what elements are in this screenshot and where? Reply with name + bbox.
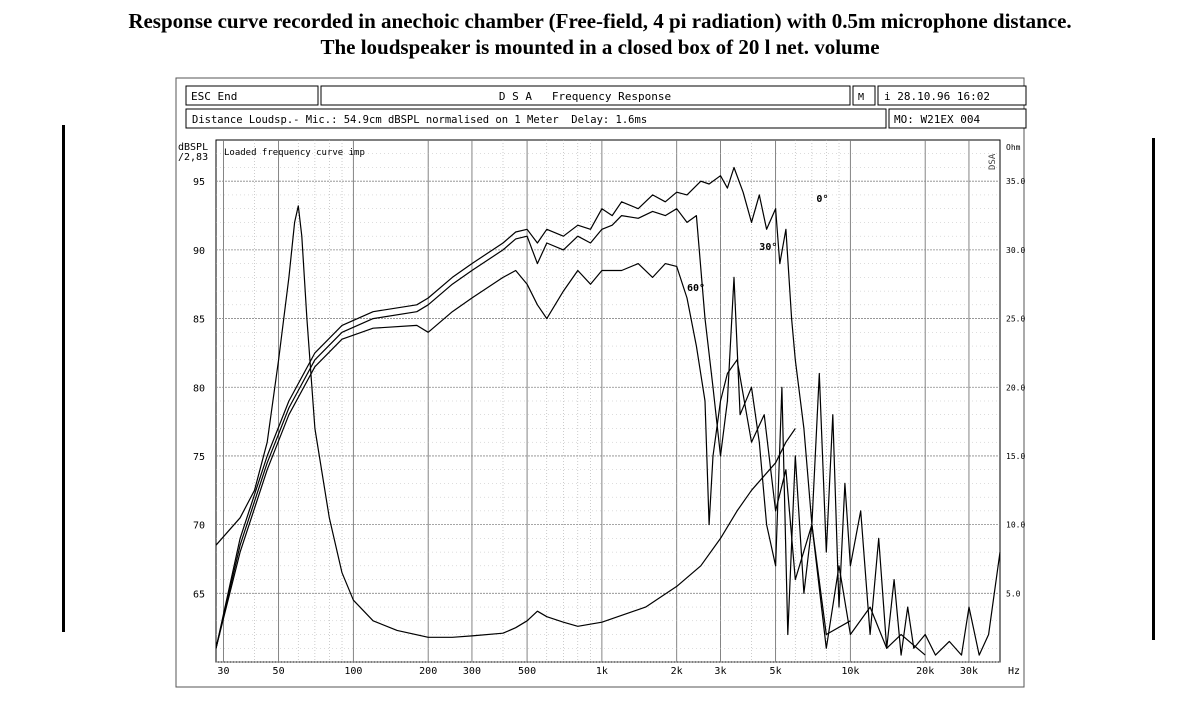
x-tick-label: 300 <box>463 666 481 677</box>
curve-label: 60° <box>687 283 705 294</box>
tick-labels: 30 50 100 200 300 500 1k 2k 3k 5k 10k 20k 30k 65 70 75 8… <box>193 177 1025 677</box>
y-tick-label: 70 <box>193 521 205 532</box>
x-tick-label: 30k <box>960 666 978 677</box>
caption-line-2: The loudspeaker is mounted in a closed b… <box>320 35 880 59</box>
mac-label[interactable]: M <box>858 92 864 103</box>
curve-1 <box>215 166 1001 656</box>
y-tick-label: 90 <box>193 246 205 257</box>
model-box <box>888 108 1027 129</box>
side-mark: DSA <box>988 153 998 170</box>
curve-label: 30° <box>759 242 777 253</box>
mac-box[interactable] <box>852 85 876 106</box>
header-model: MO: W21EX 004 <box>894 113 980 126</box>
curve-2 <box>215 208 926 656</box>
title-box <box>320 85 851 106</box>
y-axis-label-line-1: dBSPL <box>178 142 208 153</box>
y2-tick-label: 10.0 <box>1006 521 1025 530</box>
y-tick-label: 95 <box>193 177 205 188</box>
y2-tick-label: 30.0 <box>1006 246 1025 255</box>
left-margin-bar <box>62 125 65 632</box>
x-tick-label: 3k <box>714 666 726 677</box>
y-tick-label: 65 <box>193 589 205 600</box>
info-box <box>185 108 887 129</box>
esc-box[interactable] <box>185 85 319 106</box>
header-datetime: i 28.10.96 16:02 <box>884 90 990 103</box>
x-tick-label: 10k <box>841 666 859 677</box>
x-tick-label: 5k <box>770 666 782 677</box>
y-axis-label-line-2: /2,83 <box>178 152 208 163</box>
y2-tick-label: 25.0 <box>1006 315 1025 324</box>
esc-label[interactable]: ESC End <box>191 90 237 103</box>
x-tick-label: 20k <box>916 666 934 677</box>
right-margin-bar <box>1152 138 1155 640</box>
x-tick-label: 2k <box>671 666 683 677</box>
chart-caption: Response curve recorded in anechoic cham… <box>0 8 1200 60</box>
caption-line-1: Response curve recorded in anechoic cham… <box>128 9 1072 33</box>
x-tick-label: 500 <box>518 666 536 677</box>
curve-4 <box>215 205 796 638</box>
curves: 0° 30° 60° <box>215 166 1001 656</box>
y2-tick-label: 15.0 <box>1006 452 1025 461</box>
y-tick-label: 75 <box>193 452 205 463</box>
x-tick-label: 30 <box>217 666 229 677</box>
curve-label: 0° <box>816 194 828 205</box>
x-tick-label: 100 <box>344 666 362 677</box>
y2-tick-label: 35.0 <box>1006 177 1025 186</box>
header-info: Distance Loudsp.- Mic.: 54.9cm dBSPL nor… <box>192 114 647 126</box>
datetime-box <box>877 85 1027 106</box>
y2-tick-label: 20.0 <box>1006 383 1025 392</box>
y2-tick-label: 5.0 <box>1006 589 1021 598</box>
header-title: D S A Frequency Response <box>499 90 671 103</box>
x-axis-label: Hz <box>1008 666 1020 677</box>
y-tick-label: 85 <box>193 315 205 326</box>
x-tick-label: 50 <box>273 666 285 677</box>
x-tick-label: 1k <box>596 666 608 677</box>
y-tick-label: 80 <box>193 383 205 394</box>
grid <box>216 140 1000 663</box>
y2-axis-label: Ohm <box>1006 143 1021 152</box>
top-annotation: Loaded frequency curve imp <box>224 148 365 158</box>
curve-3 <box>215 263 851 649</box>
x-tick-label: 200 <box>419 666 437 677</box>
